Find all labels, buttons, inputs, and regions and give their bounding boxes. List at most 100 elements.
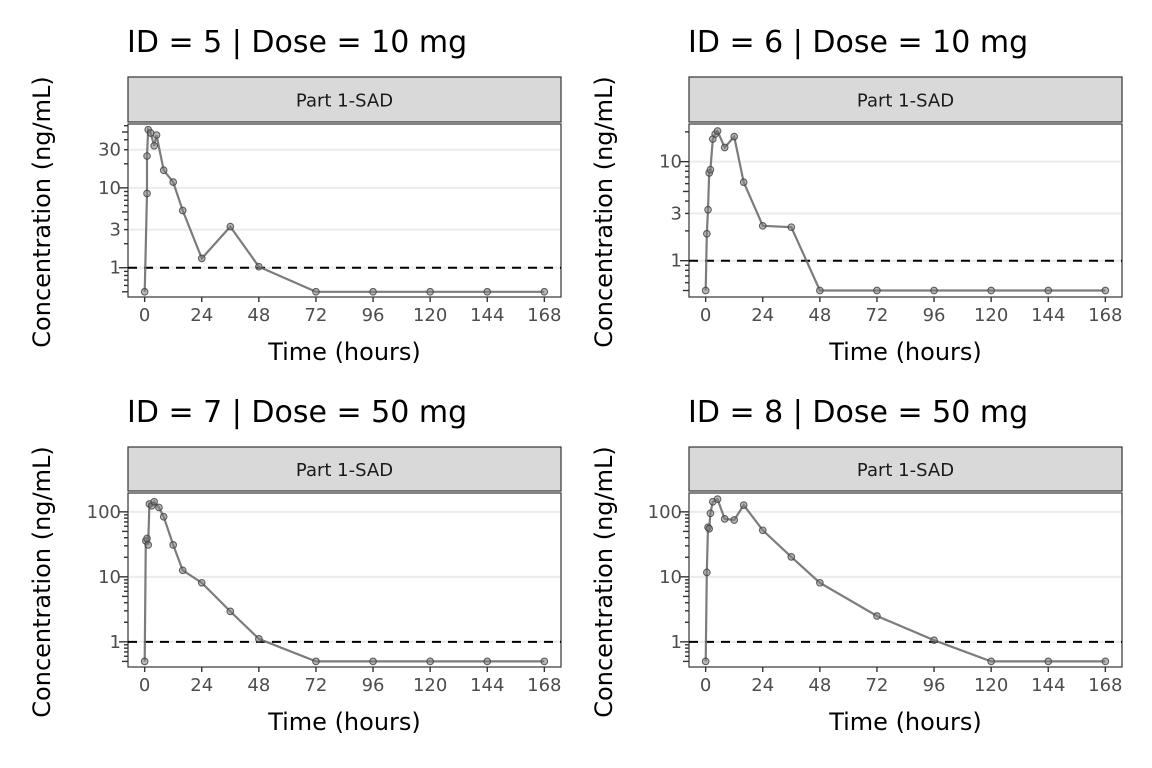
x-tick-label: 0 bbox=[139, 675, 150, 696]
data-point bbox=[140, 657, 149, 666]
x-tick-label: 120 bbox=[413, 675, 447, 696]
x-tick-label: 144 bbox=[1031, 675, 1065, 696]
y-tick-label: 30 bbox=[98, 140, 121, 161]
data-point bbox=[713, 495, 722, 503]
y-tick-label: 1 bbox=[671, 632, 682, 653]
x-tick-label: 120 bbox=[974, 675, 1008, 696]
x-tick-label: 24 bbox=[190, 305, 213, 326]
data-point bbox=[169, 178, 178, 186]
y-tick-label: 10 bbox=[659, 567, 682, 588]
data-point bbox=[312, 287, 320, 296]
y-tick-label: 100 bbox=[87, 502, 121, 523]
panel-1: ID = 5 | Dose = 10 mg Part 1-SAD 1 3 10 30 0 24… bbox=[28, 25, 562, 366]
x-tick-label: 72 bbox=[304, 675, 327, 696]
facet-strip-label: Part 1-SAD bbox=[296, 460, 393, 481]
y-axis-title: Concentration (ng/mL) bbox=[590, 446, 618, 717]
y-tick-label: 1 bbox=[110, 632, 121, 653]
data-point bbox=[143, 152, 151, 160]
data-point bbox=[787, 223, 796, 232]
data-point bbox=[720, 143, 729, 152]
data-point bbox=[706, 509, 715, 518]
data-point bbox=[873, 286, 881, 295]
x-tick-label: 24 bbox=[751, 305, 774, 326]
data-point bbox=[1044, 657, 1053, 666]
data-point bbox=[930, 636, 938, 645]
data-point bbox=[704, 205, 712, 214]
data-point bbox=[713, 127, 722, 135]
x-tick-label: 72 bbox=[865, 305, 888, 326]
data-point bbox=[987, 657, 995, 666]
x-tick-label: 144 bbox=[1031, 305, 1065, 326]
data-point bbox=[483, 287, 492, 296]
data-point bbox=[706, 165, 715, 174]
x-axis-title: Time (hours) bbox=[267, 338, 421, 366]
y-tick-label: 3 bbox=[671, 203, 682, 224]
data-point bbox=[540, 287, 549, 296]
data-point bbox=[159, 512, 168, 521]
facet-strip bbox=[127, 76, 562, 123]
panel-2: ID = 6 | Dose = 10 mg Part 1-SAD 1 3 10 0 24 48… bbox=[590, 25, 1123, 366]
data-point bbox=[930, 286, 938, 295]
x-tick-label: 120 bbox=[413, 305, 447, 326]
data-point bbox=[702, 229, 711, 238]
x-tick-label: 24 bbox=[751, 675, 774, 696]
x-axis-title: Time (hours) bbox=[828, 708, 982, 736]
data-point bbox=[873, 612, 881, 620]
x-tick-label: 144 bbox=[470, 675, 504, 696]
data-point bbox=[816, 286, 824, 295]
data-point bbox=[178, 566, 187, 575]
data-point bbox=[426, 287, 434, 296]
panel-title: ID = 7 | Dose = 50 mg bbox=[127, 395, 467, 430]
data-point bbox=[540, 657, 549, 666]
x-tick-label: 168 bbox=[1088, 305, 1122, 326]
data-point bbox=[816, 578, 824, 587]
data-point bbox=[150, 141, 159, 150]
x-tick-label: 168 bbox=[527, 305, 561, 326]
data-point bbox=[255, 635, 263, 643]
x-tick-label: 72 bbox=[304, 305, 327, 326]
data-point bbox=[730, 132, 739, 141]
data-point bbox=[169, 541, 178, 549]
data-point bbox=[1101, 286, 1110, 295]
y-axis-title: Concentration (ng/mL) bbox=[28, 76, 56, 347]
data-point bbox=[1101, 657, 1110, 666]
panel-title: ID = 6 | Dose = 10 mg bbox=[688, 25, 1028, 60]
x-tick-label: 120 bbox=[974, 305, 1008, 326]
facet-strip bbox=[127, 446, 562, 492]
data-point bbox=[140, 287, 149, 296]
y-tick-label: 10 bbox=[98, 178, 121, 199]
y-tick-label: 3 bbox=[110, 220, 121, 241]
panel-4: ID = 8 | Dose = 50 mg Part 1-SAD 1 10 100 0 24… bbox=[590, 395, 1123, 736]
x-tick-label: 48 bbox=[247, 675, 270, 696]
x-axis-title: Time (hours) bbox=[828, 338, 982, 366]
plot-area bbox=[688, 123, 1123, 298]
data-point bbox=[226, 607, 235, 616]
data-point bbox=[152, 131, 161, 139]
x-tick-label: 168 bbox=[527, 675, 561, 696]
y-tick-label: 1 bbox=[110, 258, 121, 279]
data-point bbox=[702, 568, 711, 577]
data-point bbox=[426, 657, 434, 666]
data-point bbox=[226, 222, 235, 231]
y-tick-label: 100 bbox=[648, 502, 682, 523]
x-tick-label: 96 bbox=[923, 675, 946, 696]
data-point bbox=[178, 206, 187, 215]
x-tick-label: 96 bbox=[362, 305, 385, 326]
data-point bbox=[758, 526, 767, 535]
panel-title: ID = 8 | Dose = 50 mg bbox=[688, 395, 1028, 430]
y-tick-label: 10 bbox=[98, 567, 121, 588]
panel-3: ID = 7 | Dose = 50 mg Part 1-SAD 1 10 100 0 24… bbox=[28, 395, 562, 736]
plot-area bbox=[688, 492, 1123, 668]
data-point bbox=[730, 516, 739, 524]
data-point bbox=[758, 221, 767, 230]
data-point bbox=[255, 262, 263, 271]
data-point bbox=[197, 578, 206, 587]
data-point bbox=[787, 553, 796, 561]
y-axis-title: Concentration (ng/mL) bbox=[28, 446, 56, 717]
y-tick-label: 1 bbox=[671, 251, 682, 272]
panel-title: ID = 5 | Dose = 10 mg bbox=[127, 25, 467, 60]
x-tick-label: 96 bbox=[362, 675, 385, 696]
data-point bbox=[155, 503, 163, 512]
x-tick-label: 96 bbox=[923, 305, 946, 326]
